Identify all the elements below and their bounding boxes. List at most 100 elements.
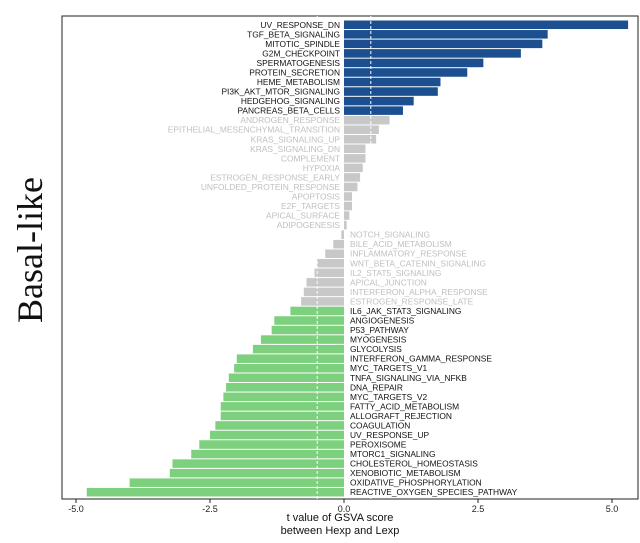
bar: [344, 96, 414, 106]
bar: [169, 468, 344, 478]
bar: [271, 325, 344, 335]
bar: [344, 49, 521, 58]
category-label: KRAS_SIGNALING_DN: [250, 144, 340, 154]
bar: [333, 239, 344, 249]
category-label: XENOBIOTIC_METABOLISM: [350, 468, 461, 478]
category-label: UV_RESPONSE_DN: [260, 20, 340, 30]
category-label: ANDROGEN_RESPONSE: [240, 115, 340, 125]
category-label: UV_RESPONSE_UP: [350, 430, 430, 440]
bar: [344, 144, 366, 154]
category-label: WNT_BETA_CATENIN_SIGNALING: [350, 258, 486, 268]
bar: [234, 363, 344, 373]
bar: [344, 220, 347, 230]
category-label: APICAL_JUNCTION: [350, 277, 427, 287]
category-label: INFLAMMATORY_RESPONSE: [350, 249, 467, 259]
x-tick-label: -2.5: [202, 504, 218, 514]
category-label: PROTEIN_SECRETION: [249, 67, 340, 77]
category-label: COAGULATION: [350, 420, 410, 430]
category-label: PANCREAS_BETA_CELLS: [237, 106, 340, 116]
category-label: NOTCH_SIGNALING: [350, 230, 430, 240]
bar: [344, 115, 390, 125]
category-label: DNA_REPAIR: [350, 382, 403, 392]
bar: [236, 354, 344, 363]
category-label: UNFOLDED_PROTEIN_RESPONSE: [201, 182, 341, 192]
bar: [290, 306, 344, 316]
category-label: HEDGEHOG_SIGNALING: [241, 96, 340, 106]
bar: [325, 249, 344, 258]
bar: [344, 106, 403, 115]
x-tick-label: -5.0: [68, 504, 84, 514]
bar: [226, 383, 344, 392]
bar: [129, 478, 344, 487]
category-label: HYPOXIA: [303, 163, 341, 173]
category-label: P53_PATHWAY: [350, 325, 409, 335]
category-label: SPERMATOGENESIS: [257, 58, 341, 68]
category-label: MITOTIC_SPINDLE: [265, 39, 340, 49]
bar: [344, 39, 543, 49]
bar: [344, 20, 629, 30]
category-label: TNFA_SIGNALING_VIA_NFKB: [350, 373, 467, 383]
bar: [344, 77, 441, 87]
bar: [344, 201, 353, 211]
bar: [172, 459, 344, 468]
bar: [344, 163, 363, 173]
category-label: CHOLESTEROL_HOMEOSTASIS: [350, 459, 478, 469]
bar: [274, 316, 344, 325]
bar: [191, 449, 344, 459]
bar: [341, 230, 344, 239]
category-label: MTORC1_SIGNALING: [350, 449, 435, 459]
bar: [344, 68, 468, 77]
category-label: INTERFERON_ALPHA_RESPONSE: [350, 287, 488, 297]
plot-frame: [61, 15, 639, 500]
bar: [86, 487, 344, 497]
x-tick-label: 2.5: [472, 504, 485, 514]
category-label: APOPTOSIS: [292, 191, 341, 201]
category-label: TGF_BETA_SIGNALING: [247, 29, 340, 39]
category-label: INTERFERON_GAMMA_RESPONSE: [350, 354, 492, 364]
bar: [344, 192, 353, 201]
bar: [344, 154, 366, 163]
bar: [223, 392, 344, 402]
category-label: PI3K_AKT_MTOR_SIGNALING: [221, 87, 340, 97]
bar: [252, 344, 344, 354]
category-label: IL6_JAK_STAT3_SIGNALING: [350, 306, 461, 316]
bar: [344, 30, 548, 39]
category-label: APICAL_SURFACE: [266, 211, 340, 221]
bar: [260, 335, 344, 344]
bar: [314, 268, 344, 278]
category-label: HEME_METABOLISM: [257, 77, 340, 87]
category-label: BILE_ACID_METABOLISM: [350, 239, 452, 249]
category-label: OXIDATIVE_PHOSPHORYLATION: [350, 478, 482, 488]
bar: [220, 402, 344, 411]
bar: [228, 373, 344, 383]
category-label: ADIPOGENESIS: [277, 220, 341, 230]
category-label: COMPLEMENT: [281, 153, 340, 163]
bar: [344, 182, 358, 192]
category-label: REACTIVE_OXYGEN_SPECIES_PATHWAY: [350, 487, 518, 497]
category-label: E2F_TARGETS: [281, 201, 340, 211]
bar: [344, 211, 350, 220]
category-label: ESTROGEN_RESPONSE_EARLY: [210, 172, 340, 182]
bar: [220, 411, 344, 421]
bar: [303, 287, 344, 297]
category-label: KRAS_SIGNALING_UP: [251, 134, 341, 144]
x-axis-label: t value of GSVA score between Hexp and L…: [250, 512, 430, 538]
x-tick-label: 0.0: [338, 504, 351, 514]
bar: [344, 173, 361, 182]
bar: [344, 125, 379, 134]
category-label: ESTROGEN_RESPONSE_LATE: [350, 296, 474, 306]
x-axis-label-line2: between Hexp and Lexp: [280, 525, 400, 537]
category-label: MYC_TARGETS_V1: [350, 363, 427, 373]
bar: [306, 278, 344, 287]
bar: [344, 58, 484, 68]
category-label: ALLOGRAFT_REJECTION: [350, 411, 452, 421]
bar: [317, 259, 344, 268]
x-axis-label-line1: t value of GSVA score: [286, 512, 394, 524]
x-tick-label: 5.0: [606, 504, 619, 514]
category-label: GLYCOLYSIS: [350, 344, 402, 354]
category-label: MYOGENESIS: [350, 335, 407, 345]
category-label: MYC_TARGETS_V2: [350, 392, 427, 402]
bar: [210, 430, 344, 440]
category-label: PEROXISOME: [350, 440, 407, 450]
